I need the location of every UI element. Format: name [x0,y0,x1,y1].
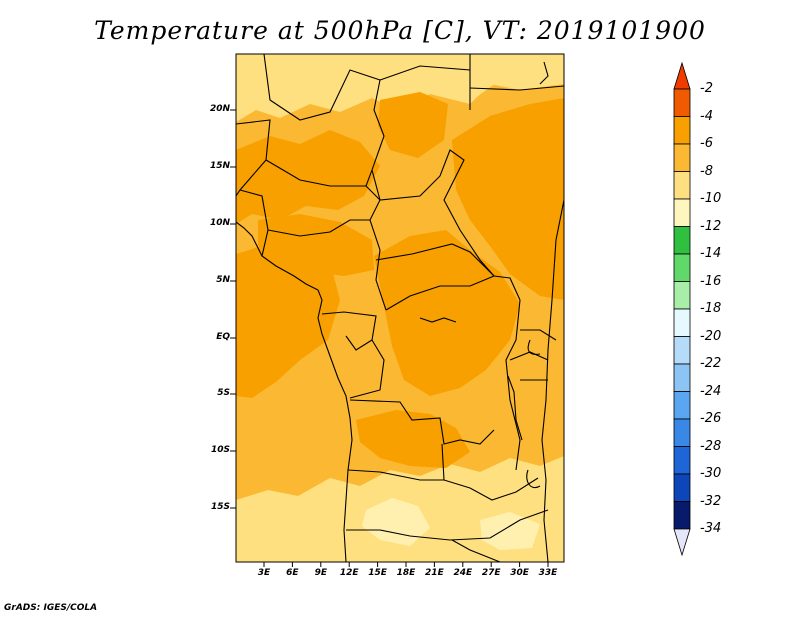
temp-field-warm-east [452,98,564,300]
lat-label-5n: 5N [216,275,230,285]
colorbar-label: -10 [700,191,722,206]
colorbar-label: -12 [700,218,722,234]
lon-label-33e: 33E [538,568,558,578]
colorbar-swatch [673,226,691,255]
lon-label-18e: 18E [396,568,416,578]
colorbar-swatch [673,501,691,530]
lat-label-5s: 5S [217,388,230,398]
colorbar [673,61,691,557]
grads-credit: GrADS: IGES/COLA [4,603,98,613]
lat-label-15s: 15S [210,502,230,512]
colorbar-label: -16 [700,273,722,289]
lat-label-eq: EQ [216,332,230,342]
colorbar-swatch [673,308,691,337]
colorbar-label: -4 [700,108,713,124]
map-title: Temperature at 500hPa [C], VT: 201910190… [94,16,706,45]
colorbar-label: -28 [700,438,722,454]
lon-label-21e: 21E [425,568,444,578]
temp-field-warm-gulf [236,244,340,398]
colorbar-swatch [673,363,691,392]
temp-field-warm-west-sahel [236,130,380,224]
colorbar-swatch [673,446,691,475]
country-borders [236,54,564,562]
colorbar-swatch [673,281,691,310]
colorbar-swatch [673,473,691,502]
temp-field-cold-patch-2 [480,512,540,550]
map-frame [235,53,565,563]
lon-label-27e: 27E [481,568,501,578]
lat-label-10s: 10S [210,445,230,455]
lat-label-10n: 10N [209,218,230,228]
temp-field-east-light [470,54,564,96]
colorbar-swatch [673,198,691,227]
lat-label-20n: 20N [209,104,230,114]
colorbar-label: -24 [700,383,722,399]
axis-ticks [230,109,549,567]
colorbar-swatch [673,336,691,365]
colorbar-label: -2 [700,81,713,96]
temp-field-cold-patch-1 [362,498,430,546]
colorbar-swatch [673,418,691,447]
colorbar-label: -32 [700,493,722,509]
lon-label-15e: 15E [368,568,387,578]
colorbar-label: -26 [700,411,722,426]
colorbar-label: -34 [700,521,722,536]
colorbar-swatch [673,253,691,282]
lon-label-6e: 6E [286,568,299,578]
lon-label-12e: 12E [339,568,359,578]
temp-field-warm-libya [378,92,448,158]
colorbar-bottom-arrow [673,528,691,557]
colorbar-label: -18 [700,301,722,316]
lon-label-9e: 9E [314,568,327,578]
colorbar-label: -30 [700,466,722,481]
temp-field-warm-chad [258,214,374,276]
lon-label-24e: 24E [453,568,473,578]
lat-label-15n: 15N [209,161,230,171]
colorbar-top-arrow [673,61,691,90]
colorbar-label: -22 [700,356,722,371]
colorbar-swatch [673,391,691,420]
colorbar-label: -6 [700,136,713,151]
colorbar-label: -20 [700,328,722,344]
colorbar-swatch [673,116,691,145]
lon-label-30e: 30E [510,568,529,578]
colorbar-label: -8 [700,163,713,179]
colorbar-swatch [673,143,691,172]
temp-field-warm-central [374,230,520,396]
colorbar-swatch [673,171,691,200]
colorbar-swatch [673,88,691,117]
colorbar-label: -14 [700,246,722,261]
lon-label-3e: 3E [257,568,271,578]
